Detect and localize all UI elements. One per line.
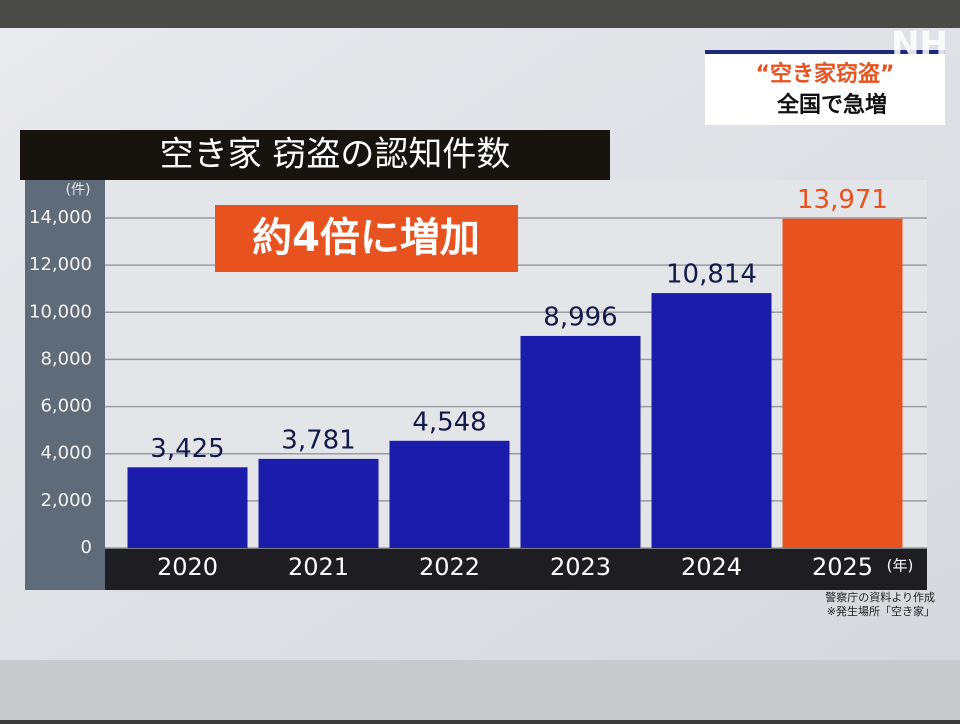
bar — [520, 335, 641, 548]
x-tick-label: 2020 — [157, 553, 218, 581]
bar — [127, 467, 248, 548]
caption-line: “空き家窃盗” — [756, 61, 895, 87]
title-bar — [20, 130, 610, 180]
bezel — [0, 660, 960, 720]
y-tick-label: 2,000 — [40, 490, 92, 511]
chart-title: 空き家 窃盗の認知件数 — [160, 135, 511, 175]
caption-rule — [705, 50, 945, 54]
y-tick-label: 0 — [81, 537, 92, 558]
x-tick-label: 2023 — [550, 553, 611, 581]
bar — [258, 458, 379, 548]
bar — [782, 218, 903, 548]
annotation-box — [215, 205, 518, 272]
value-label: 3,425 — [150, 434, 224, 464]
x-tick-label: 2024 — [681, 553, 742, 581]
source: ※発生場所「空き家」 — [827, 604, 935, 618]
value-label: 3,781 — [281, 425, 355, 455]
y-tick-label: 14,000 — [29, 207, 92, 228]
annotation: 約4倍に増加 — [252, 215, 480, 261]
x-tick-label: 2021 — [288, 553, 349, 581]
bar — [389, 440, 510, 548]
value-label: 8,996 — [543, 302, 617, 332]
source: 警察庁の資料より作成 — [825, 590, 935, 604]
y-tick-label: 8,000 — [40, 348, 92, 369]
y-tick-label: 4,000 — [40, 443, 92, 464]
y-tick-label: 6,000 — [40, 396, 92, 417]
y-tick-label: 12,000 — [29, 254, 92, 275]
y-unit: (件) — [66, 182, 91, 198]
x-tick-label: 2022 — [419, 553, 480, 581]
y-tick-label: 10,000 — [29, 301, 92, 322]
caption-line: 全国で急増 — [776, 92, 887, 118]
caption-box — [705, 50, 945, 125]
x-unit: (年) — [887, 557, 914, 575]
value-label: 13,971 — [797, 185, 888, 215]
logo: NH — [891, 25, 948, 65]
bar — [651, 293, 772, 548]
x-band — [105, 548, 927, 590]
axis-strip — [25, 180, 105, 590]
marks: 0 2,000 4,000 6,000 8,000 10,000 12,000 14,000 3… — [29, 185, 927, 581]
value-label: 10,814 — [666, 260, 757, 290]
value-label: 4,548 — [412, 407, 486, 437]
x-tick-label: 2025 — [812, 553, 873, 581]
